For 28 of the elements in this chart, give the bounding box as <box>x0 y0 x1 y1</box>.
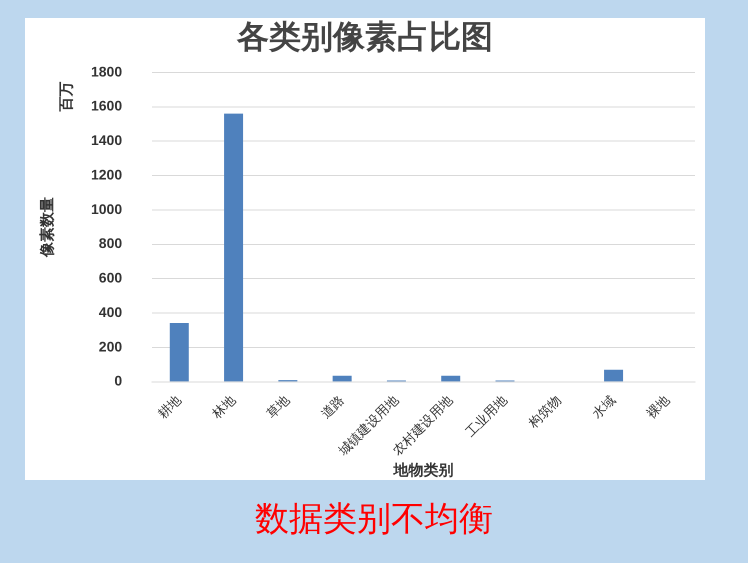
x-tick-label: 道路 <box>318 392 347 422</box>
bar <box>332 376 352 382</box>
y-tick-label: 1800 <box>90 63 122 80</box>
bar <box>224 114 244 382</box>
x-tick-label: 耕地 <box>154 392 184 422</box>
y-tick-label: 0 <box>114 372 122 389</box>
x-tick-label: 裸地 <box>644 392 673 422</box>
x-tick-label: 草地 <box>264 392 293 422</box>
y-tick-label: 400 <box>98 304 122 320</box>
y-tick-label: 600 <box>98 270 122 286</box>
y-tick-label: 1400 <box>90 132 122 148</box>
x-tick-label: 工业用地 <box>462 392 510 440</box>
text: 数据类别不均衡 <box>254 498 494 541</box>
chart-title: 各类别像素占比图 <box>236 18 493 56</box>
x-tick-label: 水域 <box>589 392 618 422</box>
y-tick-label: 800 <box>98 235 122 252</box>
bar <box>441 376 460 382</box>
bar <box>170 323 189 382</box>
bar <box>604 370 624 382</box>
x-tick-label: 林地 <box>208 392 238 422</box>
y-tick-label: 1600 <box>90 98 122 114</box>
y-tick-label: 1200 <box>90 166 122 182</box>
x-axis-title: 地物类别 <box>392 462 454 480</box>
y-tick-label: 200 <box>98 338 122 354</box>
y-tick-label: 1000 <box>90 200 122 217</box>
x-tick-label: 构筑物 <box>525 392 564 432</box>
text: 百万 <box>56 81 75 112</box>
y-axis-title: 像素数量 <box>39 197 56 258</box>
